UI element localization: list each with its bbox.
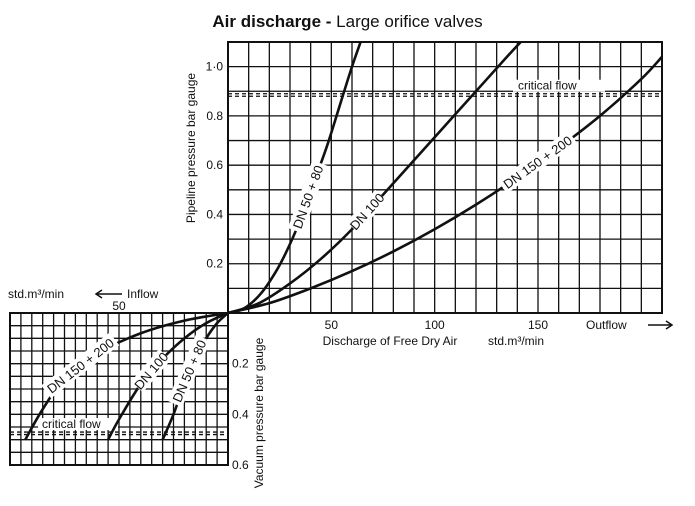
label-layer: critical flow critical flow DN 50 + 80 DN 1… xyxy=(8,60,674,488)
inflow-x-unit-label: std.m³/min xyxy=(8,287,64,301)
inflow-critical-flow-label: critical flow xyxy=(42,417,101,431)
inflow-arrow-icon xyxy=(94,289,122,299)
inflow-series-2-label-bg xyxy=(41,332,120,399)
inflow-direction-label: Inflow xyxy=(127,287,159,301)
outflow-x-unit-label: std.m³/min xyxy=(488,334,544,348)
outflow-y-tick-label: 0.2 xyxy=(206,257,223,271)
outflow-series-1-label: DN 100 xyxy=(347,190,388,233)
outflow-y-tick-label: 1·0 xyxy=(206,60,224,74)
outflow-plot-frame xyxy=(227,41,663,314)
inflow-y-axis-label: Vacuum pressure bar gauge xyxy=(252,337,266,488)
inflow-series-1-label-group: DN 100 xyxy=(130,349,172,393)
outflow-x-axis-label: Discharge of Free Dry Air xyxy=(323,334,458,348)
chart-title-bold: Air discharge - xyxy=(212,12,332,31)
outflow-critical-flow-label-bg xyxy=(513,79,605,92)
outflow-direction-label: Outflow xyxy=(586,318,627,332)
chart-title: Air discharge - Large orifice valves xyxy=(0,12,695,32)
inflow-series-2-label: DN 150 + 200 xyxy=(44,335,117,396)
outflow-series-2-label-bg xyxy=(497,130,578,194)
inflow-critical-flow-label-bg xyxy=(38,418,118,431)
outflow-y-axis-label: Pipeline pressure bar gauge xyxy=(184,73,198,223)
outflow-series-0-label-bg xyxy=(287,160,328,234)
outflow-x-tick-label: 50 xyxy=(325,318,339,332)
outflow-x-tick-label: 150 xyxy=(528,318,548,332)
outflow-series-0-label-group: DN 50 + 80 xyxy=(287,160,328,234)
curve-layer xyxy=(24,42,662,441)
outflow-x-tick-label: 100 xyxy=(425,318,445,332)
outflow-series-0-label: DN 50 + 80 xyxy=(290,163,326,230)
outflow-y-tick-label: 0.8 xyxy=(206,109,223,123)
inflow-y-tick-label: 0.6 xyxy=(232,458,249,472)
inflow-y-tick-label: 0.2 xyxy=(232,357,249,371)
critical-flow-layer xyxy=(10,79,662,436)
outflow-series-1-label-bg xyxy=(346,189,388,233)
chart-title-rest: Large orifice valves xyxy=(336,12,483,31)
outflow-y-tick-label: 0.4 xyxy=(206,207,223,221)
grid-layer xyxy=(9,41,663,466)
outflow-arrow-icon xyxy=(648,320,674,330)
outflow-series-2-line xyxy=(228,55,662,313)
inflow-plot-frame xyxy=(9,312,229,466)
outflow-y-tick-label: 0.6 xyxy=(206,158,223,172)
inflow-x-tick-label: 50 xyxy=(112,299,126,313)
inflow-series-0-label-bg xyxy=(167,334,211,408)
inflow-series-1-label-bg xyxy=(130,349,172,393)
outflow-critical-flow-label: critical flow xyxy=(518,79,577,93)
inflow-y-tick-label: 0.4 xyxy=(232,407,249,421)
outflow-series-1-line xyxy=(228,42,523,313)
